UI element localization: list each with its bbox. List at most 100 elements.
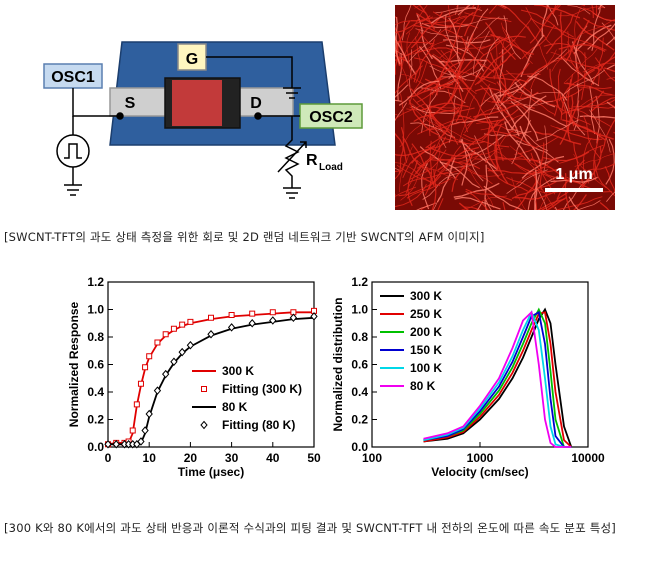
nanotube: [573, 194, 587, 210]
nanotube: [496, 77, 533, 110]
nanotube: [601, 22, 615, 41]
nanotube: [573, 153, 607, 189]
resistor-sub: Load: [319, 162, 343, 173]
nanotube: [395, 103, 426, 120]
osc1-label: OSC1: [51, 69, 95, 86]
nanotube: [409, 49, 413, 97]
nanotube: [523, 104, 567, 127]
nanotube: [484, 99, 530, 114]
series-line: [423, 311, 572, 448]
nanotube: [545, 5, 548, 7]
nanotube: [399, 146, 413, 193]
nanotube: [539, 142, 545, 191]
nanotube: [431, 53, 457, 96]
nanotube: [412, 5, 427, 14]
marker: [310, 312, 318, 321]
nanotube: [500, 62, 530, 102]
nanotube: [480, 85, 515, 120]
legend-label: Fitting (300 K): [222, 382, 302, 396]
nanotube: [509, 145, 551, 168]
nanotube: [514, 136, 559, 155]
nanotube: [525, 7, 554, 47]
y-tick-label: 1.2: [351, 275, 368, 289]
marker: [104, 439, 112, 449]
gate-wire: [206, 56, 301, 99]
nanotube: [546, 197, 567, 210]
nanotube: [575, 21, 615, 51]
nanotube: [448, 5, 469, 34]
nanotube: [597, 37, 604, 86]
x-tick-label: 50: [307, 451, 321, 465]
nanotube: [434, 122, 478, 144]
nanotube: [416, 202, 437, 210]
caption: [SWCNT-TFT의 과도 상태 측정을 위한 회로 및 2D 랜덤 네트워크…: [4, 230, 485, 244]
nanotube: [465, 188, 513, 201]
osc1-box: [43, 63, 103, 89]
nanotube: [503, 15, 522, 60]
nanotube: [466, 88, 493, 130]
nanotube: [444, 28, 485, 56]
nanotube: [415, 28, 463, 38]
nanotube: [529, 17, 575, 38]
nanotube: [559, 144, 604, 164]
y-axis-label: Normalized distribution: [331, 297, 345, 431]
nanotube: [395, 65, 423, 94]
marker: [137, 437, 145, 446]
nanotube: [511, 95, 547, 130]
nanotube: [566, 5, 591, 15]
pulse-wires: [64, 116, 82, 196]
y-tick-label: 0.0: [351, 440, 368, 454]
nanotube: [468, 35, 516, 42]
marker: [207, 329, 215, 339]
charts: 0.0 0.2 0.4 0.6 0.8 1.0 1.2 0 10 20 30 40 50 Time (μs…: [67, 275, 605, 479]
nanotube: [400, 40, 446, 56]
nanotube: [450, 116, 499, 126]
y-tick-label: 0.2: [351, 413, 368, 427]
nanotube: [564, 173, 571, 210]
nanotube: [563, 48, 598, 84]
nanotube: [396, 44, 412, 91]
nanotube: [567, 94, 574, 143]
nanotube: [487, 5, 489, 6]
nanotube: [398, 175, 442, 197]
nanotube: [485, 127, 518, 164]
afm-texture: [395, 5, 615, 210]
nanotube: [550, 51, 590, 80]
nanotube: [432, 197, 440, 210]
nanotube: [416, 130, 446, 169]
nanotube: [451, 150, 476, 192]
nanotube: [539, 190, 548, 210]
nanotube: [477, 52, 515, 85]
nanotube: [395, 36, 399, 75]
nanotube: [417, 28, 452, 63]
legend-label: 150 K: [410, 343, 442, 357]
x-tick-label: 10000: [571, 451, 605, 465]
y-tick-label: 0.2: [87, 413, 104, 427]
nanotube: [514, 163, 561, 174]
circuit: [43, 41, 363, 199]
nanotube: [458, 202, 469, 210]
nanotube: [414, 57, 460, 75]
legend-label: 80 K: [410, 379, 436, 393]
circuit-labels: G S D OSC1 OSC2 R Load: [51, 51, 353, 173]
nanotube: [554, 206, 558, 210]
nanotube: [408, 60, 428, 105]
nanotube: [494, 92, 519, 135]
node: [116, 112, 124, 120]
y-tick-label: 0.6: [87, 358, 104, 372]
nanotube: [395, 145, 436, 157]
nanotube: [440, 64, 486, 78]
nanotube: [514, 92, 561, 103]
nanotube: [541, 207, 545, 210]
marker: [133, 401, 140, 408]
nanotube: [407, 160, 419, 207]
nanotube: [590, 97, 615, 112]
drain-pad: [234, 87, 294, 117]
nanotube: [406, 178, 451, 199]
nanotube: [535, 119, 579, 142]
marker: [170, 325, 177, 332]
caption: [300 K와 80 K에서의 과도 상태 반응과 이론적 수식과의 피팅 결과…: [4, 521, 616, 535]
nanotube: [429, 65, 475, 82]
nanotube: [421, 22, 470, 28]
nanotube: [481, 75, 529, 83]
